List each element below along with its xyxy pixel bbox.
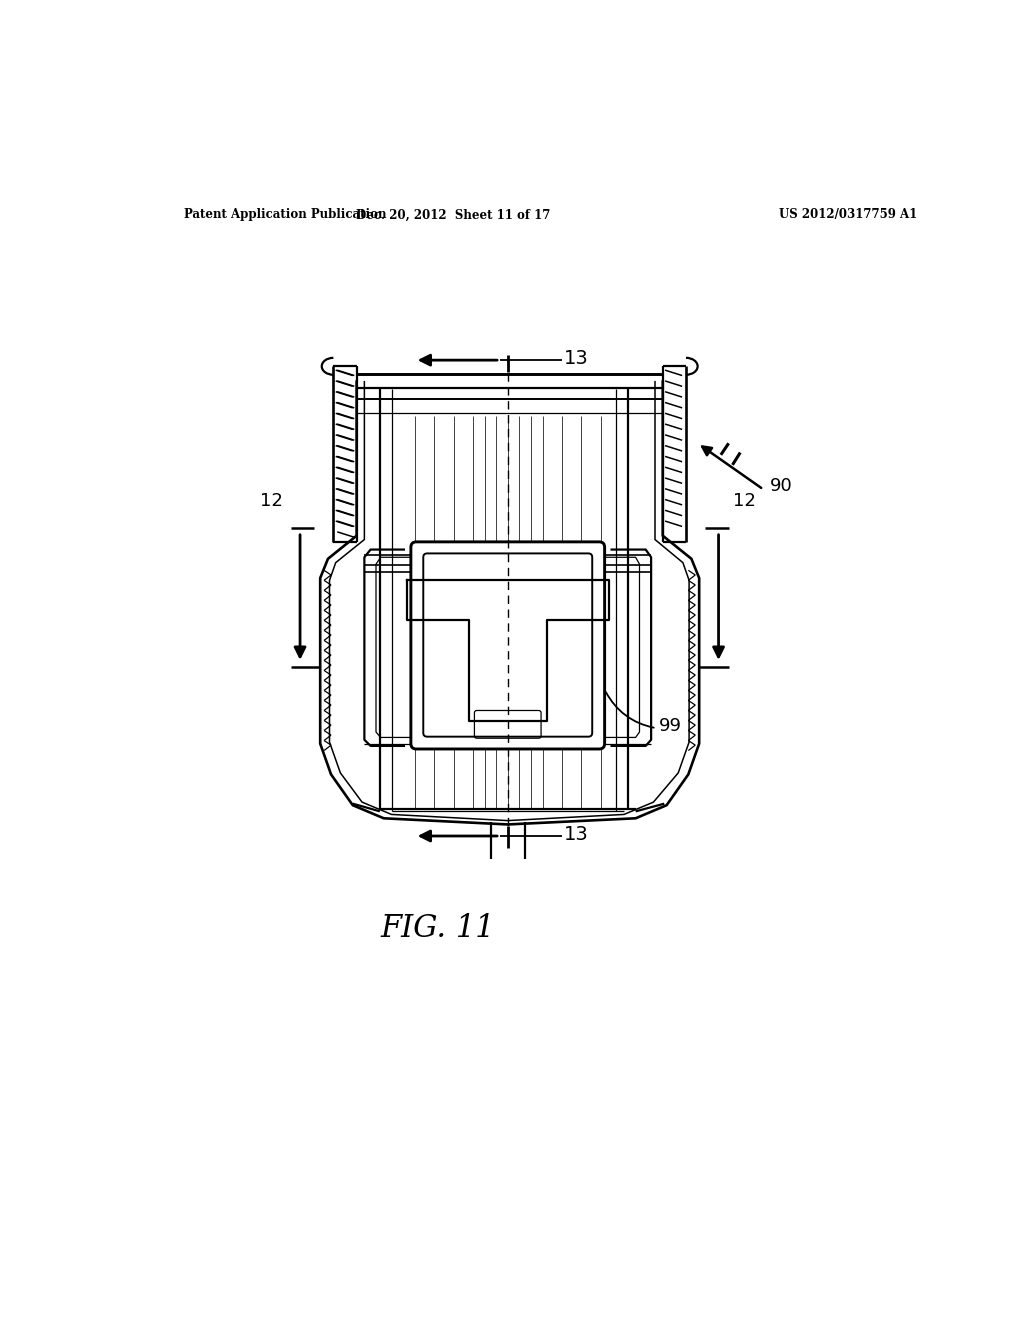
Text: 12: 12	[260, 492, 283, 510]
Text: US 2012/0317759 A1: US 2012/0317759 A1	[779, 209, 918, 222]
Text: 90: 90	[770, 478, 793, 495]
Polygon shape	[321, 381, 699, 825]
Text: Patent Application Publication: Patent Application Publication	[183, 209, 386, 222]
Text: 99: 99	[658, 717, 682, 735]
Text: Dec. 20, 2012  Sheet 11 of 17: Dec. 20, 2012 Sheet 11 of 17	[356, 209, 551, 222]
Text: FIG. 11: FIG. 11	[381, 913, 496, 944]
Text: 13: 13	[564, 825, 589, 843]
Text: 12: 12	[733, 492, 756, 510]
Text: 13: 13	[564, 348, 589, 368]
FancyBboxPatch shape	[411, 543, 604, 748]
